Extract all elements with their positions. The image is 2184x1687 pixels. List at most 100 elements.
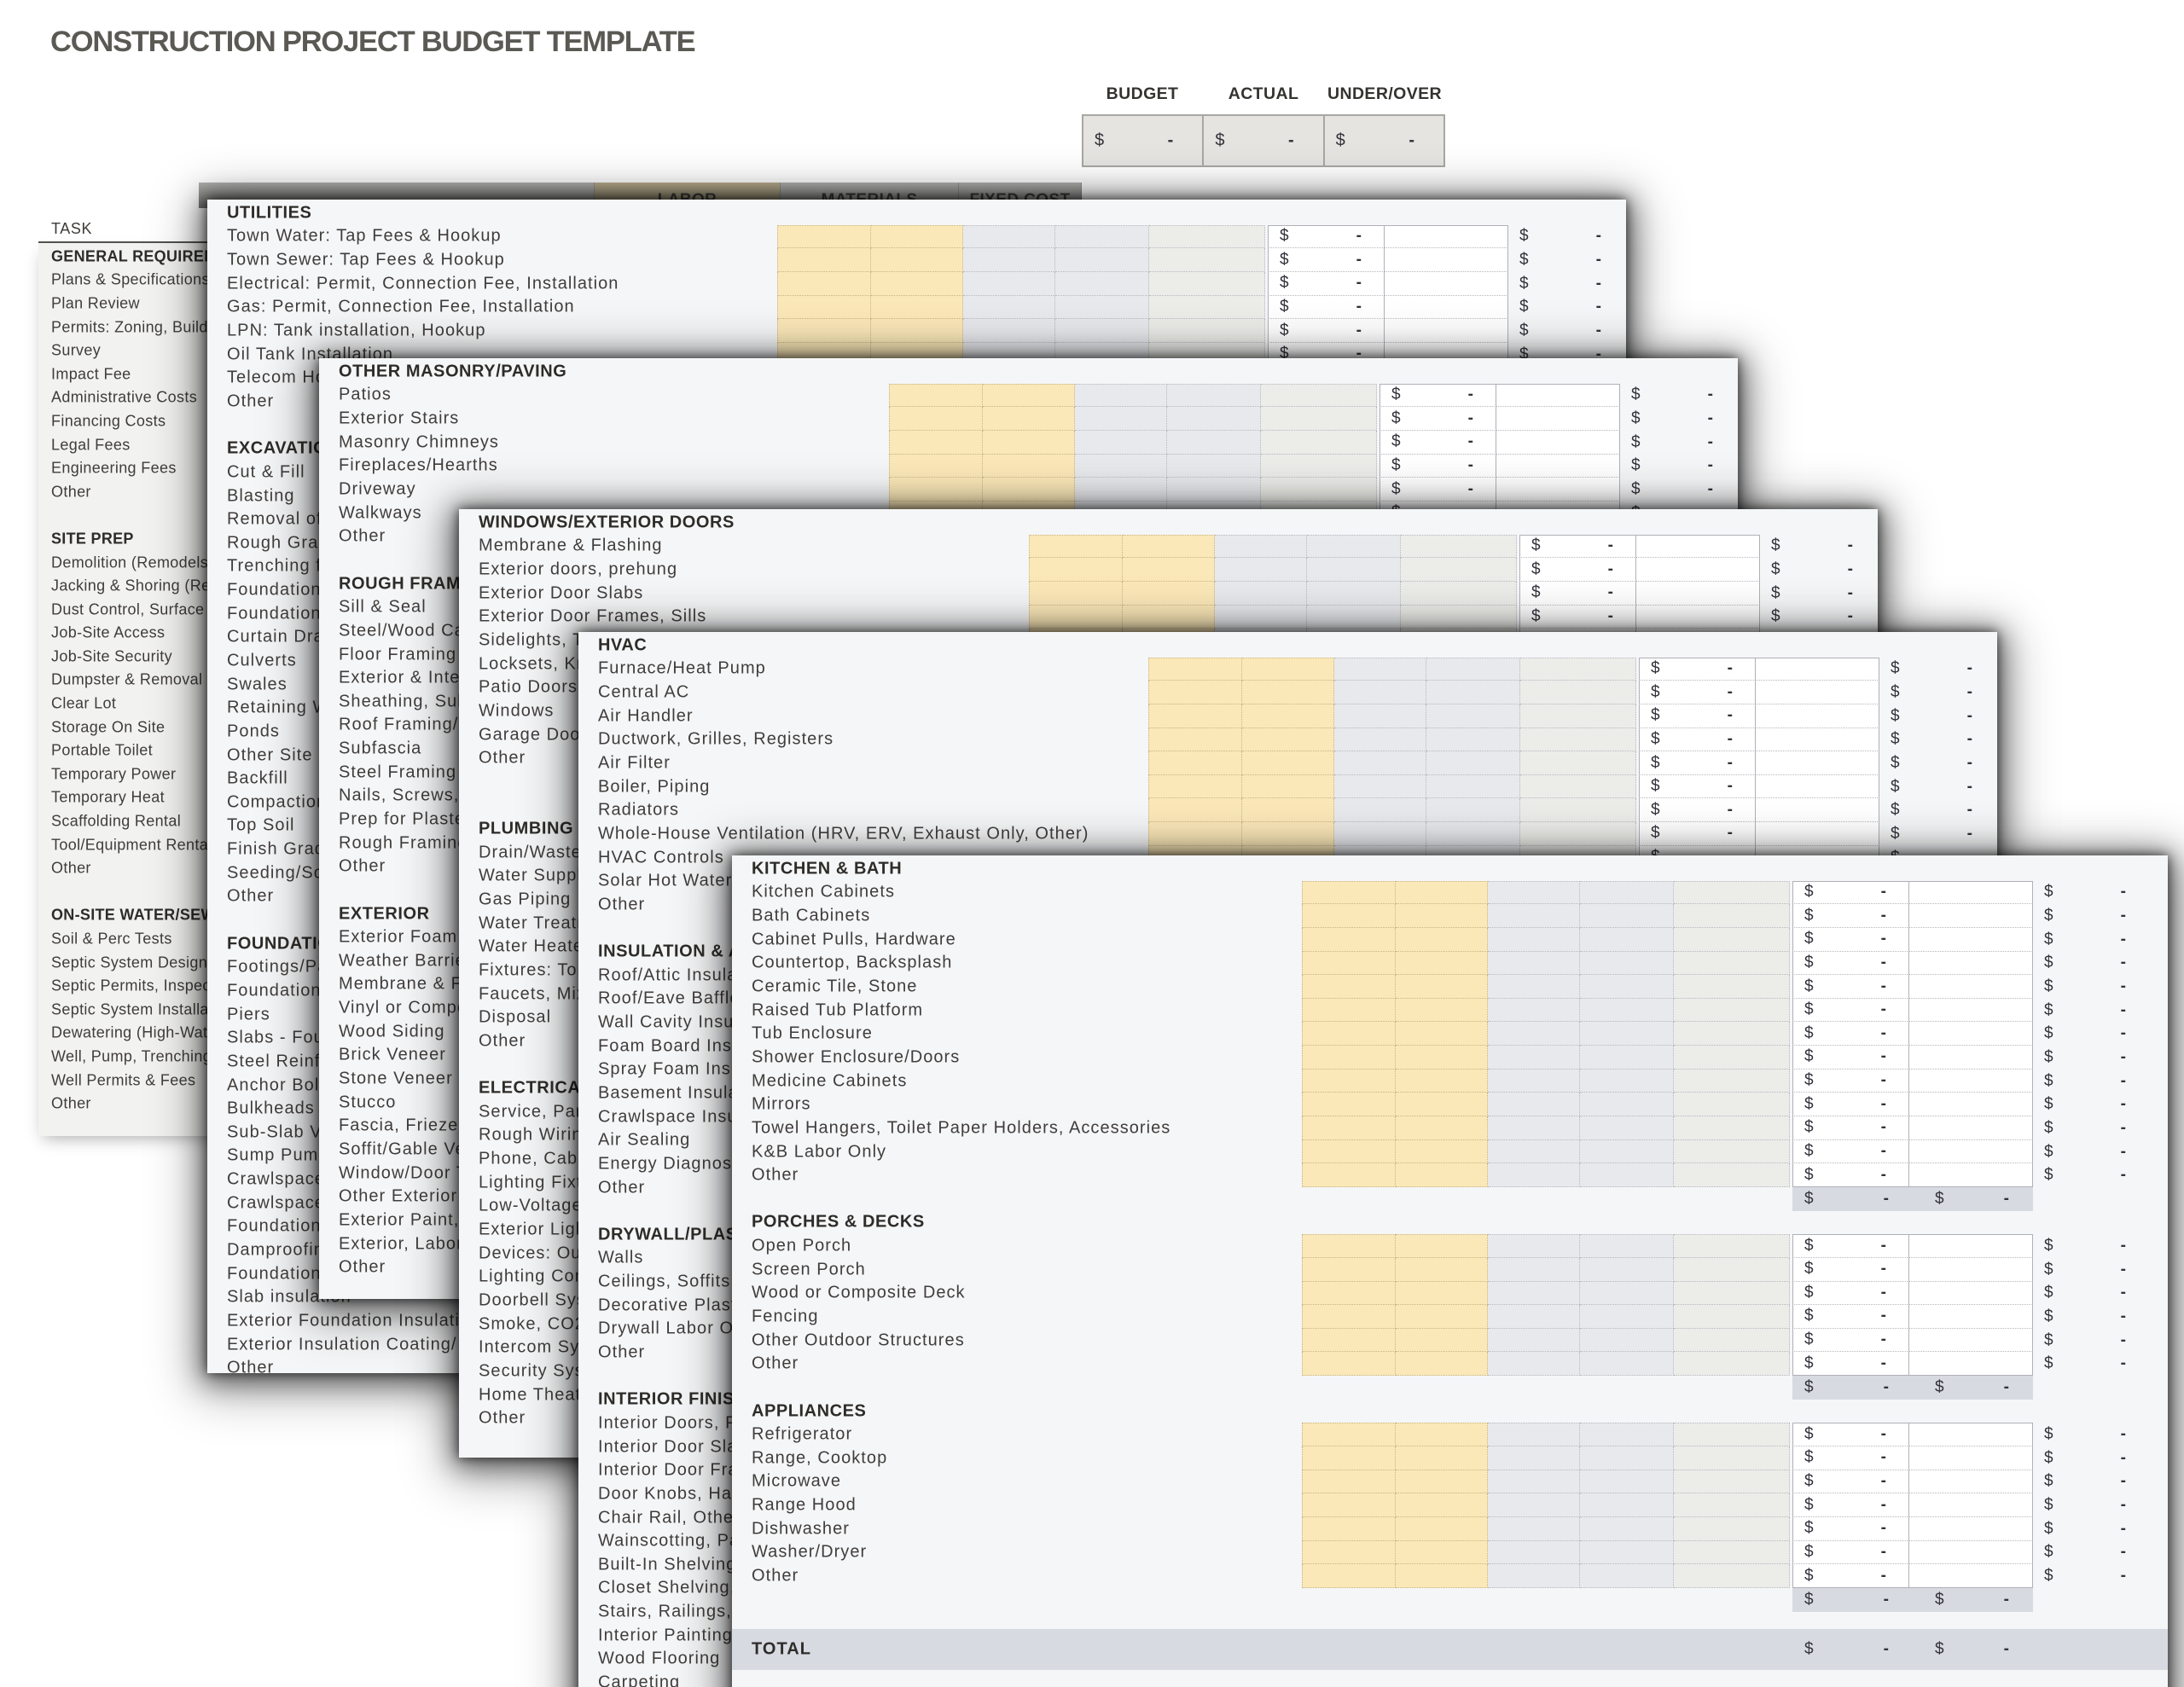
labor-hrs-input-cell[interactable] <box>1302 951 1396 976</box>
budget-cell[interactable]: $- <box>1792 927 1909 952</box>
actual-cell[interactable] <box>1909 880 2033 905</box>
budget-cell[interactable]: $- <box>1639 704 1756 728</box>
labor-rate-input-cell[interactable] <box>1396 1352 1488 1377</box>
labor-hrs-input-cell[interactable] <box>1302 904 1396 928</box>
labor-hrs-input-cell[interactable] <box>889 383 983 408</box>
actual-cell[interactable] <box>1909 1116 2033 1140</box>
actual-cell[interactable] <box>1756 822 1879 846</box>
budget-cell[interactable]: $- <box>1792 1352 1909 1377</box>
budget-cell[interactable]: $- <box>1268 271 1385 296</box>
labor-hrs-input-cell[interactable] <box>1302 975 1396 999</box>
actual-cell[interactable] <box>1909 1352 2033 1377</box>
labor-rate-input-cell[interactable] <box>983 383 1075 408</box>
budget-cell[interactable]: $- <box>1519 534 1636 559</box>
budget-cell[interactable]: $- <box>1639 681 1756 704</box>
labor-rate-input-cell[interactable] <box>871 271 963 296</box>
actual-cell[interactable] <box>1385 248 1508 272</box>
labor-rate-input-cell[interactable] <box>1396 1046 1488 1070</box>
labor-hrs-input-cell[interactable] <box>1148 728 1242 752</box>
budget-cell[interactable]: $- <box>1792 1163 1909 1187</box>
labor-rate-input-cell[interactable] <box>1396 1022 1488 1046</box>
labor-rate-input-cell[interactable] <box>871 319 963 343</box>
actual-cell[interactable] <box>1909 998 2033 1023</box>
actual-cell[interactable] <box>1636 558 1760 582</box>
labor-rate-input-cell[interactable] <box>1396 975 1488 999</box>
labor-rate-input-cell[interactable] <box>1396 1516 1488 1541</box>
labor-rate-input-cell[interactable] <box>871 248 963 272</box>
budget-cell[interactable]: $- <box>1268 248 1385 272</box>
labor-hrs-input-cell[interactable] <box>1302 1281 1396 1306</box>
actual-cell[interactable] <box>1909 1069 2033 1093</box>
labor-rate-input-cell[interactable] <box>1123 558 1215 582</box>
actual-cell[interactable] <box>1909 975 2033 999</box>
actual-cell[interactable] <box>1909 1446 2033 1470</box>
budget-cell[interactable]: $- <box>1792 1093 1909 1117</box>
budget-cell[interactable]: $- <box>1639 657 1756 681</box>
labor-rate-input-cell[interactable] <box>1396 1116 1488 1140</box>
labor-hrs-input-cell[interactable] <box>1302 998 1396 1023</box>
labor-rate-input-cell[interactable] <box>983 430 1075 455</box>
labor-hrs-input-cell[interactable] <box>1302 1540 1396 1565</box>
actual-cell[interactable] <box>1909 1257 2033 1282</box>
labor-hrs-input-cell[interactable] <box>1302 1328 1396 1353</box>
labor-rate-input-cell[interactable] <box>1396 1234 1488 1258</box>
labor-hrs-input-cell[interactable] <box>1302 1446 1396 1470</box>
labor-hrs-input-cell[interactable] <box>889 430 983 455</box>
actual-cell[interactable] <box>1756 657 1879 681</box>
budget-cell[interactable]: $- <box>1792 1305 1909 1329</box>
labor-hrs-input-cell[interactable] <box>1029 581 1123 606</box>
actual-cell[interactable] <box>1909 1234 2033 1258</box>
labor-rate-input-cell[interactable] <box>1242 704 1334 728</box>
summary-actual-cell[interactable]: $ - <box>1204 116 1325 165</box>
labor-rate-input-cell[interactable] <box>1396 951 1488 976</box>
labor-hrs-input-cell[interactable] <box>1302 1069 1396 1093</box>
labor-hrs-input-cell[interactable] <box>1302 1234 1396 1258</box>
labor-rate-input-cell[interactable] <box>1396 998 1488 1023</box>
labor-hrs-input-cell[interactable] <box>1302 1139 1396 1164</box>
actual-cell[interactable] <box>1909 1046 2033 1070</box>
budget-cell[interactable]: $- <box>1268 319 1385 343</box>
actual-cell[interactable] <box>1909 1564 2033 1588</box>
labor-rate-input-cell[interactable] <box>983 407 1075 431</box>
actual-cell[interactable] <box>1496 407 1620 431</box>
actual-cell[interactable] <box>1909 1139 2033 1164</box>
labor-rate-input-cell[interactable] <box>1396 1281 1488 1306</box>
labor-hrs-input-cell[interactable] <box>1302 1046 1396 1070</box>
actual-cell[interactable] <box>1909 1516 2033 1541</box>
labor-hrs-input-cell[interactable] <box>1029 558 1123 582</box>
budget-cell[interactable]: $- <box>1792 880 1909 905</box>
budget-cell[interactable]: $- <box>1380 407 1496 431</box>
labor-hrs-input-cell[interactable] <box>1302 880 1396 905</box>
budget-cell[interactable]: $- <box>1639 728 1756 752</box>
actual-cell[interactable] <box>1909 1328 2033 1353</box>
actual-cell[interactable] <box>1909 1163 2033 1187</box>
labor-hrs-input-cell[interactable] <box>777 224 871 249</box>
actual-cell[interactable] <box>1909 927 2033 952</box>
labor-hrs-input-cell[interactable] <box>1302 1564 1396 1588</box>
labor-rate-input-cell[interactable] <box>1242 774 1334 799</box>
labor-hrs-input-cell[interactable] <box>1302 1022 1396 1046</box>
budget-cell[interactable]: $- <box>1792 1564 1909 1588</box>
labor-hrs-input-cell[interactable] <box>1302 1470 1396 1494</box>
summary-under-over-cell[interactable]: $ - <box>1325 116 1443 165</box>
actual-cell[interactable] <box>1636 605 1760 629</box>
labor-hrs-input-cell[interactable] <box>1148 704 1242 728</box>
budget-cell[interactable]: $- <box>1380 430 1496 455</box>
labor-hrs-input-cell[interactable] <box>1302 927 1396 952</box>
labor-rate-input-cell[interactable] <box>1396 1470 1488 1494</box>
labor-rate-input-cell[interactable] <box>1123 581 1215 606</box>
budget-cell[interactable]: $- <box>1380 478 1496 501</box>
labor-rate-input-cell[interactable] <box>1396 1257 1488 1282</box>
labor-rate-input-cell[interactable] <box>1396 1446 1488 1470</box>
actual-cell[interactable] <box>1756 798 1879 823</box>
budget-cell[interactable]: $- <box>1792 975 1909 999</box>
labor-rate-input-cell[interactable] <box>983 454 1075 478</box>
labor-hrs-input-cell[interactable] <box>1302 1305 1396 1329</box>
labor-rate-input-cell[interactable] <box>1242 822 1334 846</box>
labor-rate-input-cell[interactable] <box>1242 681 1334 704</box>
actual-cell[interactable] <box>1909 1281 2033 1306</box>
labor-rate-input-cell[interactable] <box>871 295 963 320</box>
actual-cell[interactable] <box>1909 1093 2033 1117</box>
labor-hrs-input-cell[interactable] <box>1302 1093 1396 1117</box>
actual-cell[interactable] <box>1909 1022 2033 1046</box>
